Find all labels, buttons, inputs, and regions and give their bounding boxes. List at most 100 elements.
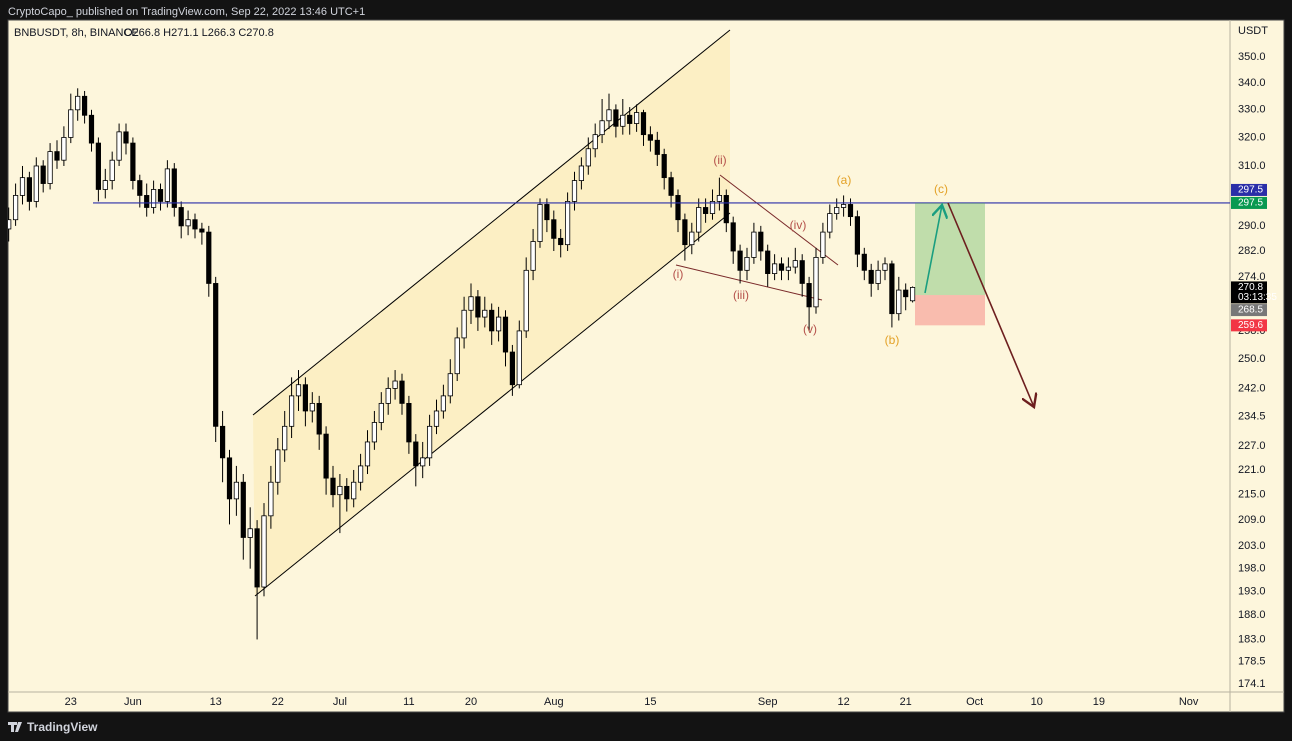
candle-body (751, 231, 757, 258)
x-tick-label: 21 (900, 696, 912, 708)
y-tick-label: 203.0 (1238, 540, 1266, 552)
candle-body (564, 201, 571, 246)
candle-body (482, 309, 488, 318)
candle-body (150, 189, 157, 208)
candle-body (854, 216, 860, 255)
y-tick-label: 193.0 (1238, 586, 1266, 598)
candle-body (157, 189, 164, 202)
currency: USDT (1238, 25, 1268, 37)
y-tick-label: 174.1 (1238, 678, 1266, 690)
candle-body (81, 95, 88, 116)
candle-body (178, 207, 184, 227)
candle-body (909, 287, 916, 302)
y-tick-label: 320.0 (1238, 131, 1266, 143)
candle-body (820, 231, 826, 258)
y-tick-label: 234.5 (1238, 411, 1266, 423)
candle-body (799, 260, 805, 284)
candle-body (302, 384, 308, 412)
candle-body (261, 515, 267, 588)
candle-body (282, 425, 288, 451)
candle-body (592, 134, 598, 150)
candle-body (502, 316, 509, 353)
candle-body (834, 207, 840, 214)
candle-body (309, 402, 315, 412)
candle-body (226, 457, 233, 500)
candle-body (337, 485, 343, 496)
candle-body (447, 373, 453, 397)
candle-body (413, 441, 419, 467)
candle-body (654, 139, 660, 155)
candle-body (295, 384, 302, 397)
x-tick-label: 19 (1093, 696, 1105, 708)
candle-body (392, 380, 398, 389)
candle-body (378, 402, 384, 423)
correction-label: (a) (837, 173, 852, 187)
y-tick-label: 183.0 (1238, 633, 1266, 645)
candle-body (364, 441, 371, 467)
y-tick-label: 209.0 (1238, 514, 1266, 526)
price-tag (1231, 281, 1267, 304)
price-tag-label: 259.6 (1238, 320, 1263, 331)
x-tick-label: Sep (758, 696, 778, 708)
candle-body (889, 263, 895, 315)
candle-body (47, 151, 53, 184)
candle-body (675, 195, 681, 221)
y-tick-label: 282.0 (1238, 245, 1266, 257)
price-tag-label: 297.5 (1238, 185, 1263, 196)
candle-body (758, 231, 764, 252)
price-tag (1231, 304, 1267, 317)
candle-body (516, 330, 522, 386)
y-tick-label: 198.0 (1238, 563, 1266, 575)
price-tag (1231, 183, 1267, 196)
arrow-down (947, 202, 1034, 407)
x-tick-label: Oct (966, 696, 983, 708)
x-tick-label: Jun (124, 696, 142, 708)
y-tick-label: 274.0 (1238, 271, 1266, 283)
candle-body (495, 316, 502, 332)
ohlc: O266.8 H271.1 L266.3 C270.8 (124, 27, 274, 39)
footer-brand: TradingView (27, 720, 98, 734)
candle-body (88, 114, 95, 144)
y-tick-label: 250.0 (1238, 353, 1266, 365)
candle-body (351, 481, 357, 500)
wedge-line (719, 174, 839, 266)
candle-body (68, 109, 74, 138)
candle-body (620, 114, 626, 127)
wave-label: (iv) (790, 218, 807, 232)
y-tick-label: 178.5 (1238, 656, 1266, 668)
candle-body (840, 204, 847, 208)
candle-body (206, 231, 212, 284)
candle-body (861, 253, 867, 271)
x-tick-label: 11 (403, 696, 414, 708)
candle-body (171, 168, 177, 208)
target-zone (915, 202, 985, 296)
candle-body (19, 177, 26, 196)
price-tag-label: 297.5 (1238, 198, 1263, 209)
wave-label: (v) (803, 322, 817, 336)
candle-body (599, 120, 605, 136)
candle-body (61, 137, 67, 161)
price-tag (1231, 196, 1267, 209)
candle-body (903, 289, 909, 298)
x-tick-label: Jul (333, 696, 347, 708)
candle-body (523, 269, 529, 332)
candle-body (116, 131, 122, 161)
price-tag-label: 270.8 (1238, 282, 1263, 293)
candle-body (385, 388, 391, 404)
candle-body (323, 433, 329, 479)
candle-body (509, 351, 515, 386)
overlay: 350.0 340.0 330.0 320.0 310.0 290.0 282.0 274.0… (65, 51, 1278, 708)
y-tick-label: 227.0 (1238, 440, 1266, 452)
symbol: BNBUSDT, 8h, BINANCE (14, 27, 139, 39)
candle-body (723, 195, 729, 224)
candle-body (537, 204, 543, 242)
candle-body (702, 207, 709, 214)
y-tick-label: 350.0 (1238, 51, 1266, 63)
candle-body (558, 237, 564, 246)
candle-body (440, 395, 446, 412)
candle-body (716, 195, 722, 202)
arrow-up (924, 205, 942, 294)
candle-body (40, 165, 46, 184)
candle-body (475, 296, 481, 318)
candle-body (109, 159, 115, 181)
